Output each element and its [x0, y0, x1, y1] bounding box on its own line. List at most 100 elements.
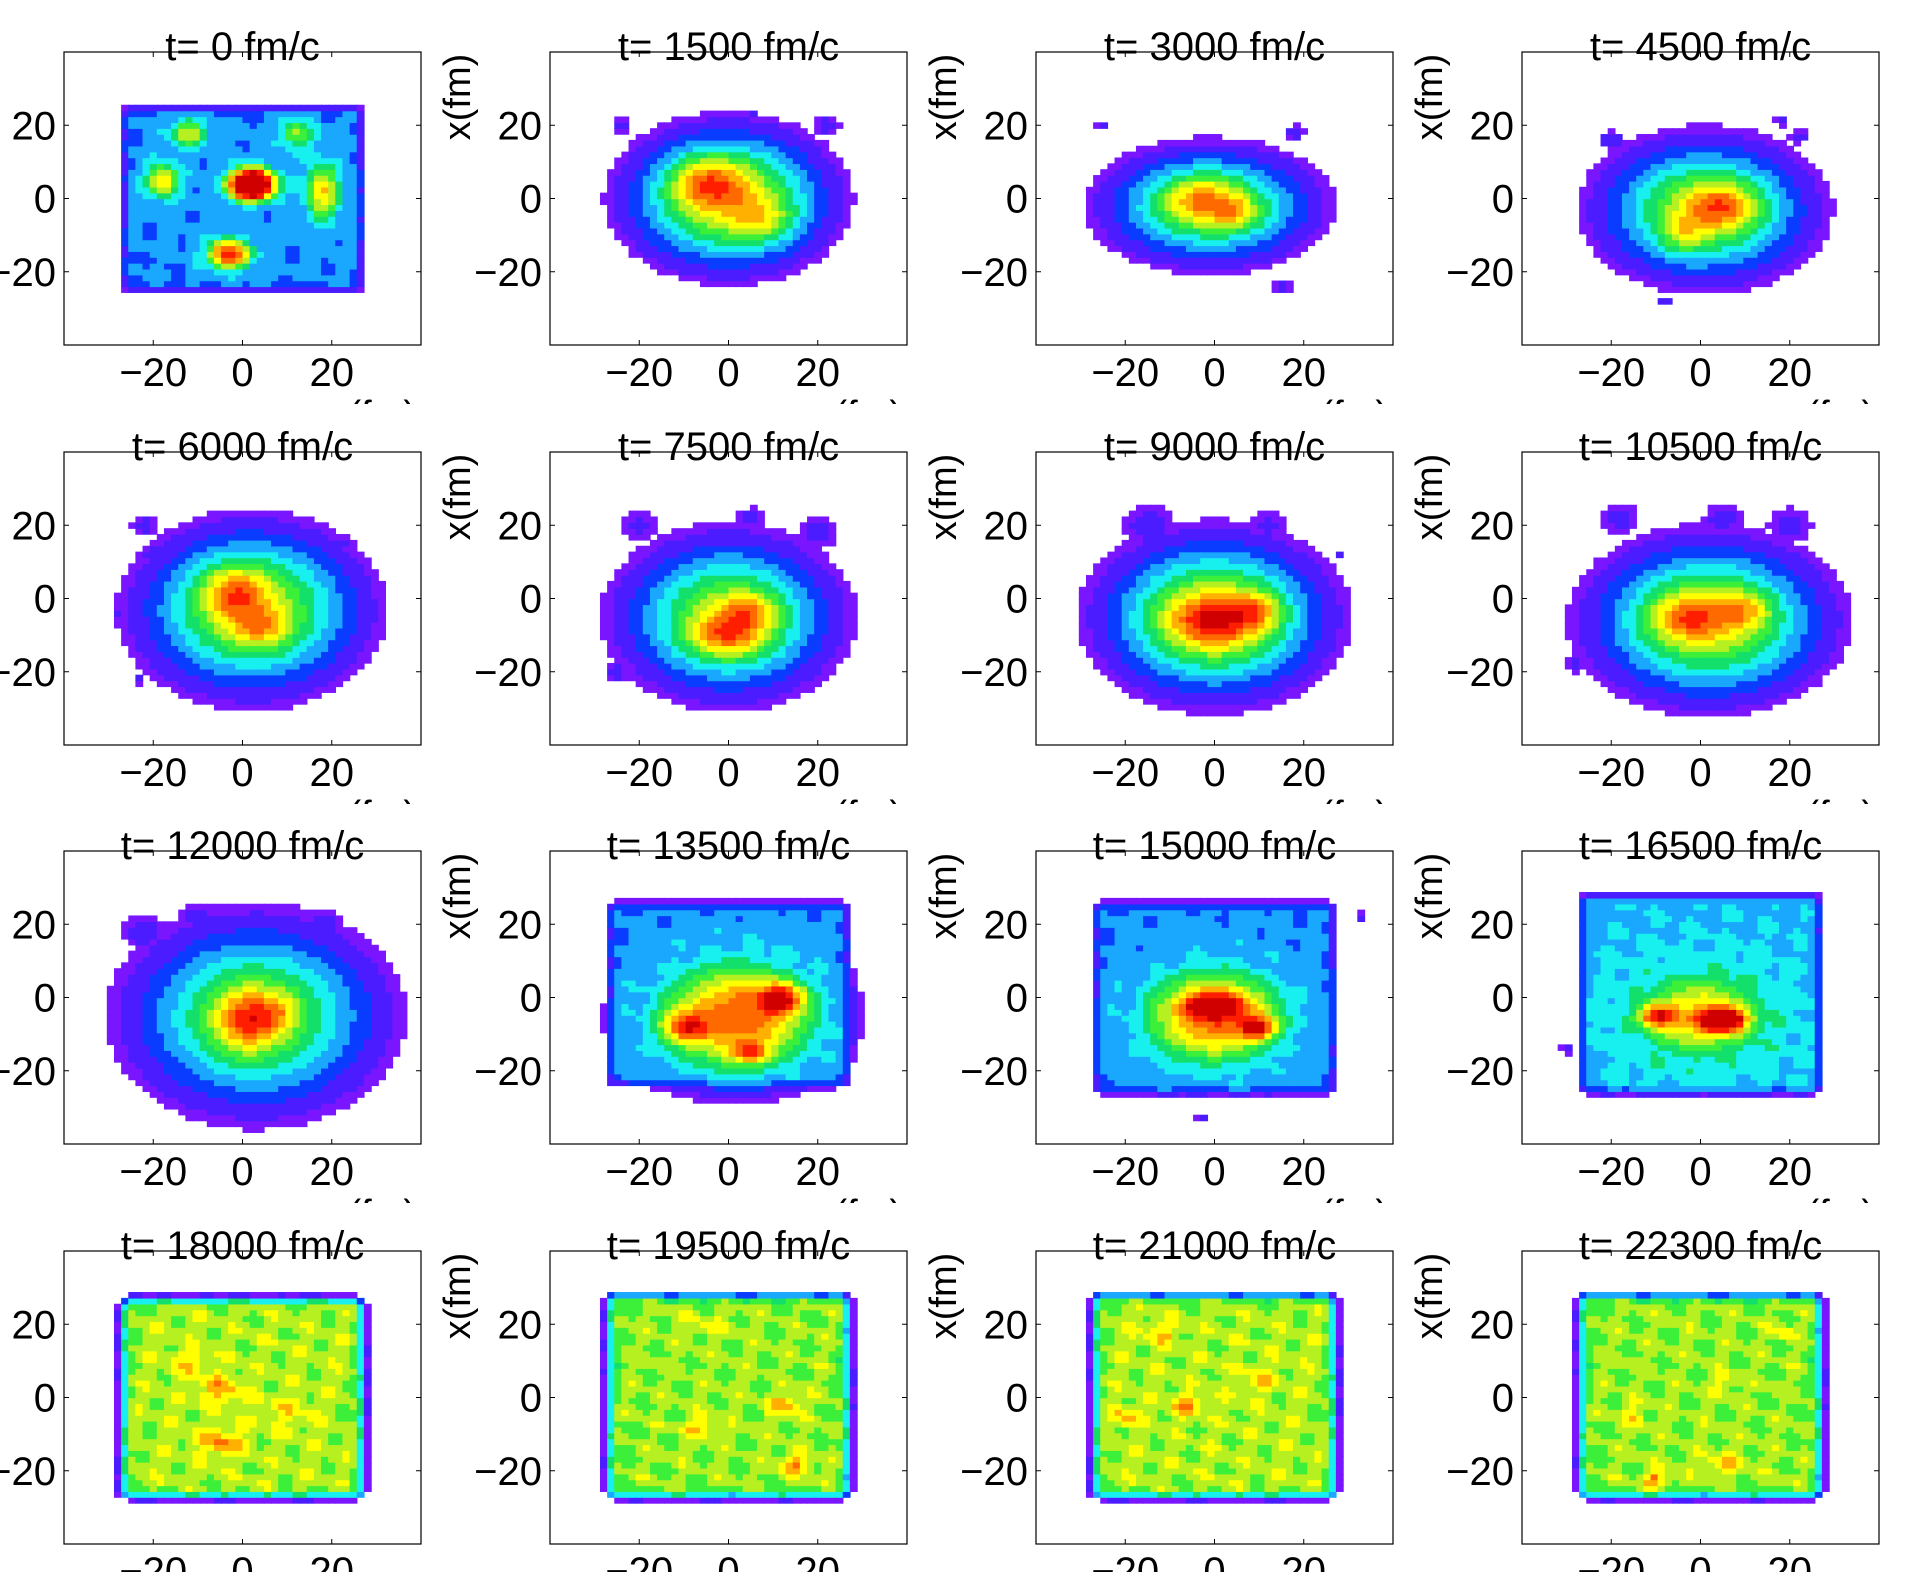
heatmap-cell — [356, 157, 365, 165]
heatmap-cell — [649, 251, 658, 258]
heatmap-cell — [735, 169, 744, 176]
heatmap-cell — [1686, 274, 1695, 282]
heatmap-cell — [199, 698, 208, 705]
heatmap-cell — [1321, 186, 1330, 194]
heatmap-cell — [1779, 239, 1787, 247]
heatmap-cell — [213, 251, 222, 258]
heatmap-cell — [664, 175, 673, 182]
heatmap-cell — [707, 186, 715, 194]
heatmap-cell — [292, 216, 301, 223]
heatmap-cell — [299, 551, 308, 559]
heatmap-cell — [235, 575, 244, 582]
heatmap-cell — [1779, 192, 1787, 200]
heatmap-cell — [178, 545, 187, 553]
heatmap-cell — [1643, 145, 1652, 153]
heatmap-cell — [1107, 175, 1116, 182]
heatmap-cell — [807, 227, 815, 235]
heatmap-cell — [657, 604, 665, 611]
heatmap-cell — [292, 674, 301, 682]
heatmap-cell — [199, 569, 208, 576]
heatmap-cell — [1629, 186, 1637, 194]
heatmap-cell — [249, 280, 258, 288]
heatmap-cell — [1278, 151, 1287, 159]
heatmap-cell — [749, 139, 758, 147]
heatmap-cell — [363, 627, 372, 635]
heatmap-cell — [649, 257, 658, 264]
heatmap-cell — [785, 180, 794, 188]
heatmap-cell — [1085, 186, 1094, 194]
heatmap-cell — [1264, 192, 1273, 200]
heatmap-cell — [735, 233, 744, 241]
heatmap-cell — [228, 516, 237, 524]
heatmap-cell — [321, 674, 329, 682]
heatmap-cell — [1636, 151, 1645, 159]
heatmap-cell — [685, 662, 694, 670]
heatmap-cell — [1185, 268, 1194, 276]
heatmap-cell — [642, 192, 651, 200]
heatmap-cell — [163, 528, 172, 535]
heatmap-cell — [828, 239, 837, 247]
heatmap-cell — [206, 539, 215, 547]
heatmap-cell — [707, 180, 715, 188]
heatmap-cell — [349, 104, 358, 112]
heatmap-cell — [1221, 186, 1230, 194]
heatmap-cell — [142, 575, 151, 582]
heatmap-cell — [142, 163, 151, 170]
heatmap-cell — [642, 621, 651, 629]
heatmap-cell — [135, 169, 144, 176]
heatmap-cell — [1200, 157, 1209, 165]
heatmap-cell — [1143, 192, 1151, 200]
heatmap-cell — [685, 539, 694, 547]
heatmap-cell — [263, 598, 272, 606]
heatmap-cell — [192, 651, 201, 658]
heatmap-cell — [1786, 210, 1795, 217]
heatmap-cell — [1607, 210, 1616, 217]
heatmap-cell — [628, 510, 637, 518]
heatmap-cell — [1257, 257, 1266, 264]
heatmap-cell — [1264, 163, 1273, 170]
heatmap-cell — [1693, 128, 1702, 135]
heatmap-cell — [1600, 175, 1609, 182]
heatmap-cell — [628, 186, 637, 194]
heatmap-cell — [1664, 216, 1673, 223]
heatmap-cell — [242, 662, 251, 670]
heatmap-cell — [699, 151, 708, 159]
heatmap-cell — [1314, 192, 1323, 200]
heatmap-cell — [1093, 175, 1101, 182]
heatmap-cell — [228, 227, 237, 235]
heatmap-cell — [678, 274, 687, 282]
heatmap-cell — [1779, 116, 1787, 124]
heatmap-cell — [271, 192, 279, 200]
heatmap-cell — [1671, 274, 1680, 282]
heatmap-cell — [178, 210, 187, 217]
heatmap-cell — [1700, 134, 1709, 141]
heatmap-cell — [263, 680, 272, 688]
heatmap-cell — [178, 139, 187, 147]
heatmap-cell — [728, 110, 737, 118]
heatmap-cell — [649, 245, 658, 252]
heatmap-cell — [814, 204, 823, 211]
heatmap-cell — [1293, 186, 1301, 194]
heatmap-cell — [221, 692, 229, 699]
heatmap-cell — [1257, 157, 1266, 165]
heatmap-cell — [1321, 204, 1330, 211]
heatmap-cell — [342, 580, 351, 588]
heatmap-cell — [163, 645, 172, 652]
heatmap-cell — [335, 262, 344, 270]
heatmap-cell — [1779, 157, 1787, 165]
heatmap-cell — [185, 128, 194, 135]
heatmap-cell — [242, 598, 251, 606]
heatmap-cell — [1271, 204, 1280, 211]
heatmap-cell — [1721, 245, 1730, 252]
heatmap-cell — [1643, 268, 1652, 276]
heatmap-cell — [1736, 175, 1745, 182]
heatmap-cell — [1721, 145, 1730, 153]
heatmap-cell — [128, 251, 137, 258]
heatmap-cell — [1650, 233, 1659, 241]
heatmap-cell — [1764, 262, 1773, 270]
heatmap-cell — [313, 286, 322, 293]
heatmap-cell — [292, 569, 301, 576]
heatmap-cell — [1100, 204, 1109, 211]
heatmap-cell — [342, 563, 351, 570]
heatmap-cell — [156, 210, 165, 217]
